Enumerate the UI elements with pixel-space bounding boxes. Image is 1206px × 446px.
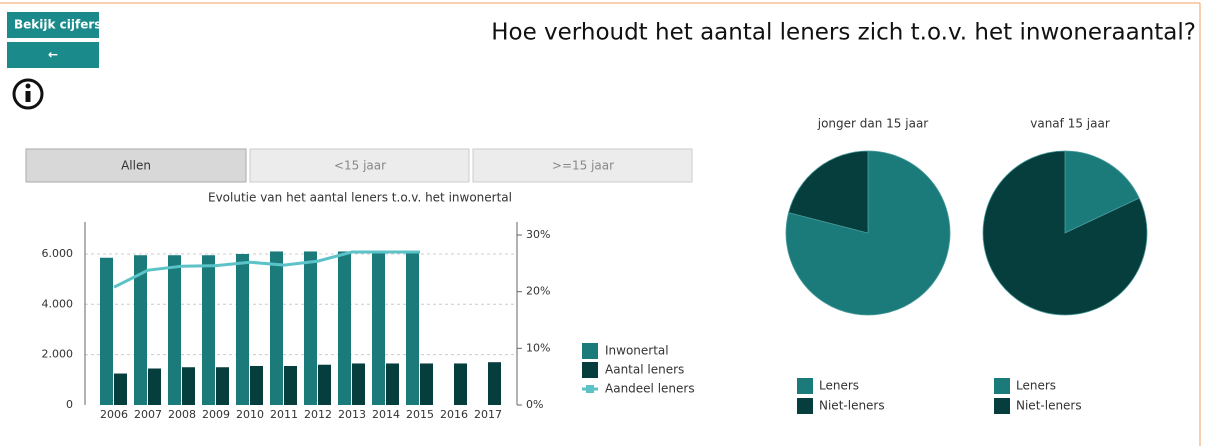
x-tick-label: 2011 — [270, 408, 298, 421]
bar — [454, 363, 467, 405]
x-tick-label: 2007 — [134, 408, 162, 421]
legend-swatch — [582, 343, 598, 359]
legend-swatch — [582, 362, 598, 378]
bar — [338, 251, 351, 405]
button-label[interactable]: Bekijk cijfers — [14, 18, 101, 32]
tab-label[interactable]: Allen — [121, 159, 151, 173]
bar — [304, 251, 317, 405]
info-icon[interactable] — [12, 78, 44, 110]
x-tick-label: 2013 — [338, 408, 366, 421]
bar — [420, 363, 433, 405]
bar — [114, 373, 127, 405]
legend-label: Leners — [1016, 379, 1056, 393]
button[interactable] — [7, 12, 99, 38]
tab[interactable] — [25, 148, 247, 183]
bar — [270, 251, 283, 405]
bar — [236, 253, 249, 405]
chart-title: Evolutie van het aantal leners t.o.v. he… — [208, 191, 512, 205]
bar — [182, 367, 195, 405]
y2-tick-label: 10% — [526, 341, 550, 354]
bar — [250, 365, 263, 405]
tab[interactable] — [249, 148, 470, 183]
pie-title: vanaf 15 jaar — [1030, 117, 1110, 131]
legend-swatch — [994, 378, 1010, 394]
legend-swatch — [797, 378, 813, 394]
x-tick-label: 2017 — [474, 408, 502, 421]
legend-label: Inwonertal — [605, 344, 669, 358]
legend-label: Aandeel leners — [605, 382, 695, 396]
info-icon-bar — [25, 91, 31, 102]
legend-swatch — [797, 398, 813, 414]
x-tick-label: 2015 — [406, 408, 434, 421]
y2-tick-label: 20% — [526, 285, 550, 298]
bar — [318, 364, 331, 405]
info-icon-dot — [25, 83, 31, 89]
y2-tick-label: 0% — [526, 398, 543, 411]
x-tick-label: 2012 — [304, 408, 332, 421]
x-tick-label: 2006 — [100, 408, 128, 421]
x-tick-label: 2016 — [440, 408, 468, 421]
tab-label[interactable]: <15 jaar — [334, 159, 386, 173]
line — [113, 250, 420, 289]
button-label[interactable]: ← — [48, 48, 58, 62]
pie-slice — [788, 150, 869, 234]
bar — [168, 255, 181, 405]
bar — [386, 363, 399, 405]
legend-swatch — [586, 385, 594, 393]
x-tick-label: 2010 — [236, 408, 264, 421]
bar — [134, 255, 147, 405]
pie-slice — [1064, 150, 1140, 234]
pie-title: jonger dan 15 jaar — [817, 117, 929, 131]
tab[interactable] — [472, 148, 693, 183]
bar — [372, 251, 385, 405]
bar — [202, 255, 215, 405]
x-tick-label: 2008 — [168, 408, 196, 421]
y-tick-label: 6.000 — [42, 247, 74, 260]
legend-label: Niet-leners — [819, 399, 885, 413]
bar — [100, 257, 113, 405]
page-title: Hoe verhoudt het aantal leners zich t.o.… — [491, 20, 1196, 46]
pie-slice — [982, 150, 1148, 316]
bar — [488, 362, 501, 405]
y-tick-label: 2.000 — [42, 348, 74, 361]
legend-swatch — [994, 398, 1010, 414]
bar — [284, 365, 297, 405]
bar — [406, 251, 419, 405]
legend-label: Leners — [819, 379, 859, 393]
legend-label: Aantal leners — [605, 363, 684, 377]
y-tick-label: 4.000 — [42, 297, 74, 310]
bar — [352, 363, 365, 405]
x-tick-label: 2009 — [202, 408, 230, 421]
legend-label: Niet-leners — [1016, 399, 1082, 413]
bar — [148, 368, 161, 405]
tab-label[interactable]: >=15 jaar — [552, 159, 614, 173]
x-tick-label: 2014 — [372, 408, 400, 421]
bar — [216, 367, 229, 405]
y-tick-label: 0 — [66, 398, 73, 411]
button[interactable] — [7, 42, 99, 68]
y2-tick-label: 30% — [526, 228, 550, 241]
